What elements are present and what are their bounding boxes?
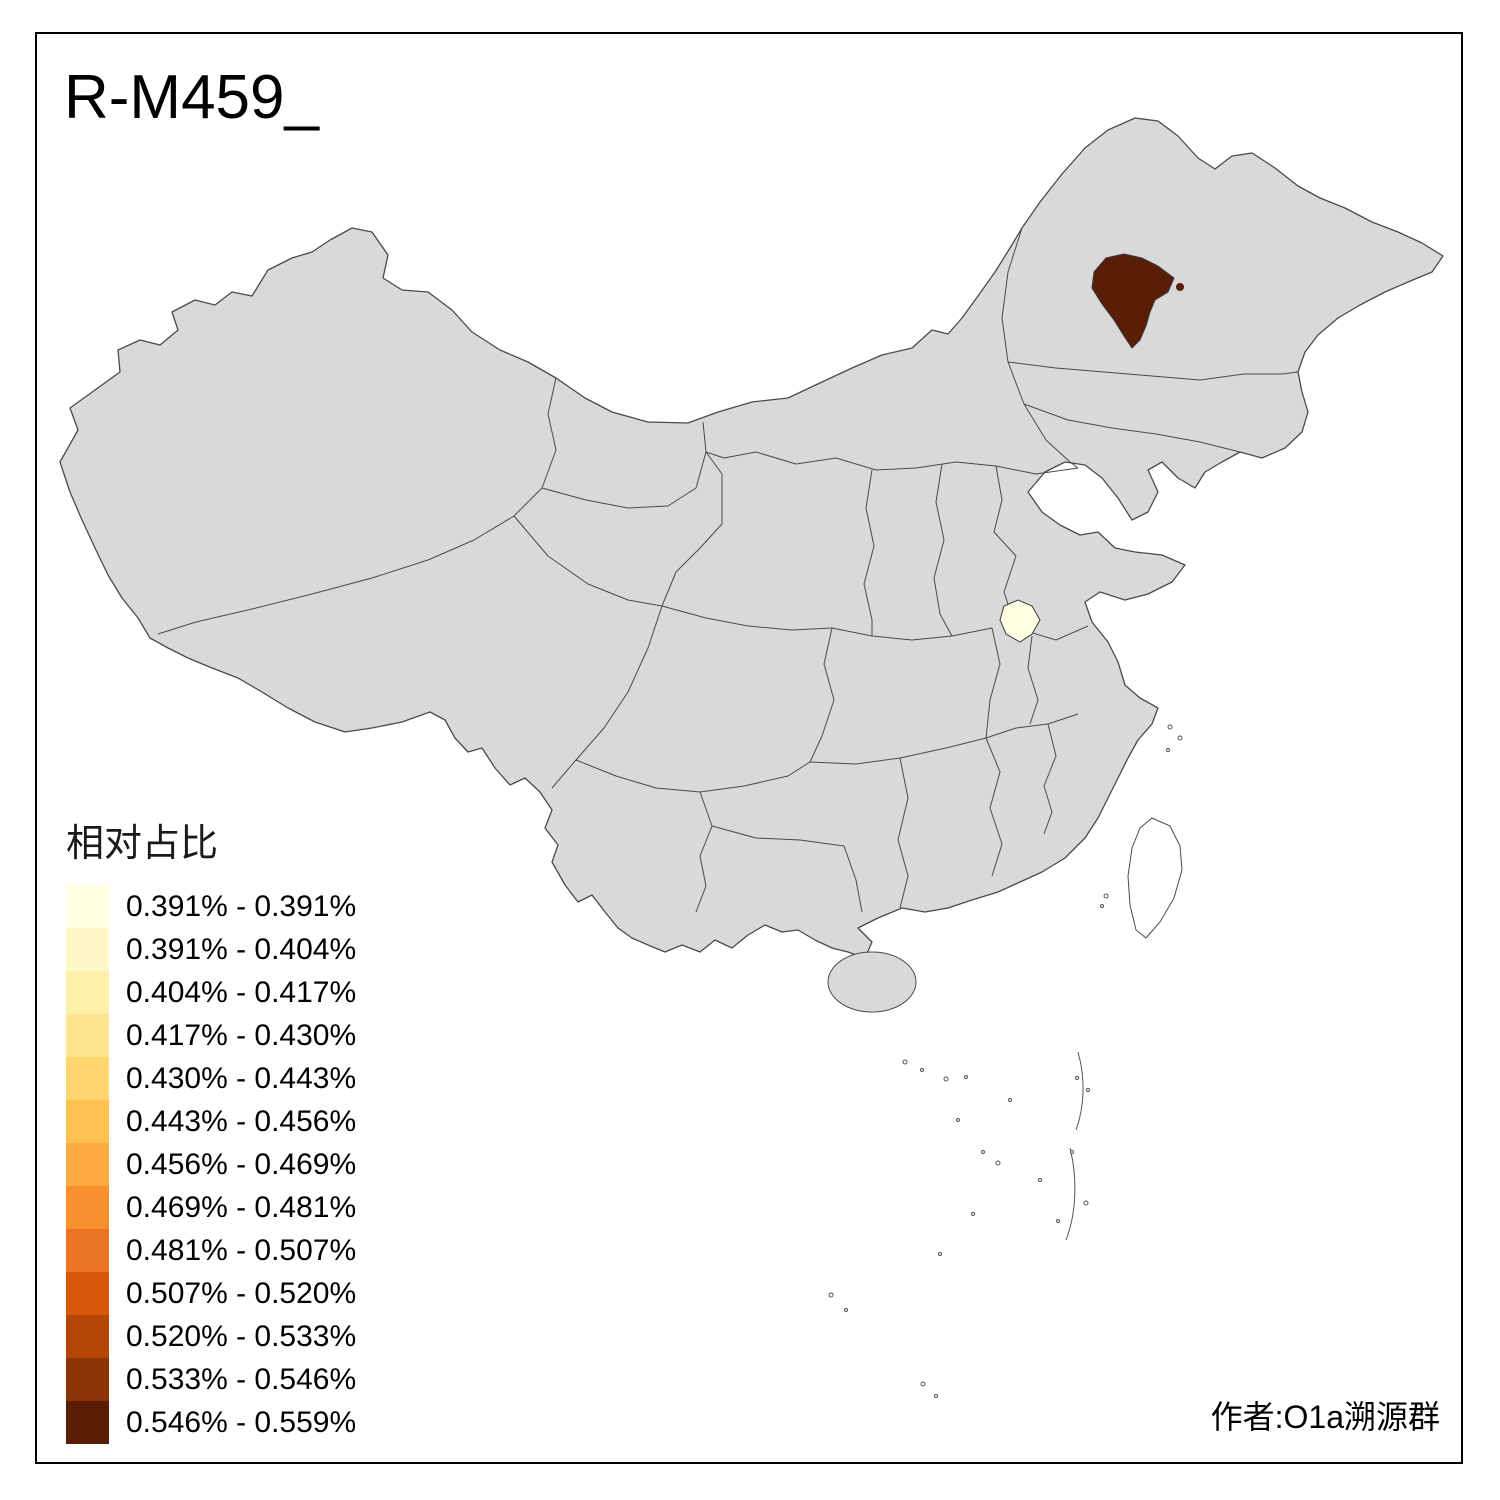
legend-item: 0.481% - 0.507% xyxy=(66,1229,356,1272)
region-highest-value xyxy=(1091,253,1175,349)
legend-swatch xyxy=(66,1401,109,1444)
legend-item: 0.533% - 0.546% xyxy=(66,1358,356,1401)
legend-item-label: 0.430% - 0.443% xyxy=(126,1061,357,1095)
legend-item: 0.391% - 0.391% xyxy=(66,885,356,928)
china-mainland xyxy=(59,117,1444,959)
legend-item-label: 0.404% - 0.417% xyxy=(126,975,357,1009)
legend-items: 0.391% - 0.391% 0.391% - 0.404% 0.404% - 0… xyxy=(66,885,356,1444)
legend-item: 0.391% - 0.404% xyxy=(66,928,356,971)
region-highest-value-fragment xyxy=(1176,283,1184,291)
legend-item-label: 0.507% - 0.520% xyxy=(126,1276,357,1310)
legend: 相对占比 0.391% - 0.391% 0.391% - 0.404% 0.404… xyxy=(66,812,356,1444)
plot-border xyxy=(35,32,1463,1464)
legend-item: 0.443% - 0.456% xyxy=(66,1100,356,1143)
south-china-sea-islands xyxy=(828,1051,1090,1398)
plot-title: R-M459_ xyxy=(64,63,319,132)
hainan-island xyxy=(827,951,917,1013)
legend-item: 0.430% - 0.443% xyxy=(66,1057,356,1100)
province-borders xyxy=(157,227,1299,913)
legend-item-label: 0.520% - 0.533% xyxy=(126,1319,357,1353)
legend-item-label: 0.391% - 0.404% xyxy=(126,932,357,966)
coastal-islands xyxy=(1100,724,1183,908)
legend-swatch xyxy=(66,971,109,1014)
taiwan-island xyxy=(1127,817,1183,939)
legend-swatch xyxy=(66,1014,109,1057)
author-credit: 作者:O1a溯源群 xyxy=(1210,1399,1440,1435)
legend-swatch xyxy=(66,928,109,971)
legend-item-label: 0.533% - 0.546% xyxy=(126,1362,357,1396)
region-lowest-value xyxy=(999,599,1041,643)
legend-swatch xyxy=(66,1143,109,1186)
legend-item: 0.546% - 0.559% xyxy=(66,1401,356,1444)
legend-swatch xyxy=(66,1100,109,1143)
legend-item-label: 0.417% - 0.430% xyxy=(126,1018,357,1052)
legend-item-label: 0.546% - 0.559% xyxy=(126,1405,357,1439)
legend-item: 0.469% - 0.481% xyxy=(66,1186,356,1229)
legend-item-label: 0.443% - 0.456% xyxy=(126,1104,357,1138)
legend-item-label: 0.456% - 0.469% xyxy=(126,1147,357,1181)
legend-item: 0.417% - 0.430% xyxy=(66,1014,356,1057)
legend-item: 0.520% - 0.533% xyxy=(66,1315,356,1358)
legend-item-label: 0.469% - 0.481% xyxy=(126,1190,357,1224)
legend-swatch xyxy=(66,1272,109,1315)
legend-swatch xyxy=(66,1229,109,1272)
legend-item: 0.507% - 0.520% xyxy=(66,1272,356,1315)
legend-swatch xyxy=(66,1186,109,1229)
legend-item-label: 0.481% - 0.507% xyxy=(126,1233,357,1267)
legend-item-label: 0.391% - 0.391% xyxy=(126,889,357,923)
legend-swatch xyxy=(66,1057,109,1100)
legend-swatch xyxy=(66,1358,109,1401)
legend-item: 0.404% - 0.417% xyxy=(66,971,356,1014)
legend-swatch xyxy=(66,1315,109,1358)
legend-title: 相对占比 xyxy=(66,823,219,865)
legend-item: 0.456% - 0.469% xyxy=(66,1143,356,1186)
legend-swatch xyxy=(66,885,109,928)
